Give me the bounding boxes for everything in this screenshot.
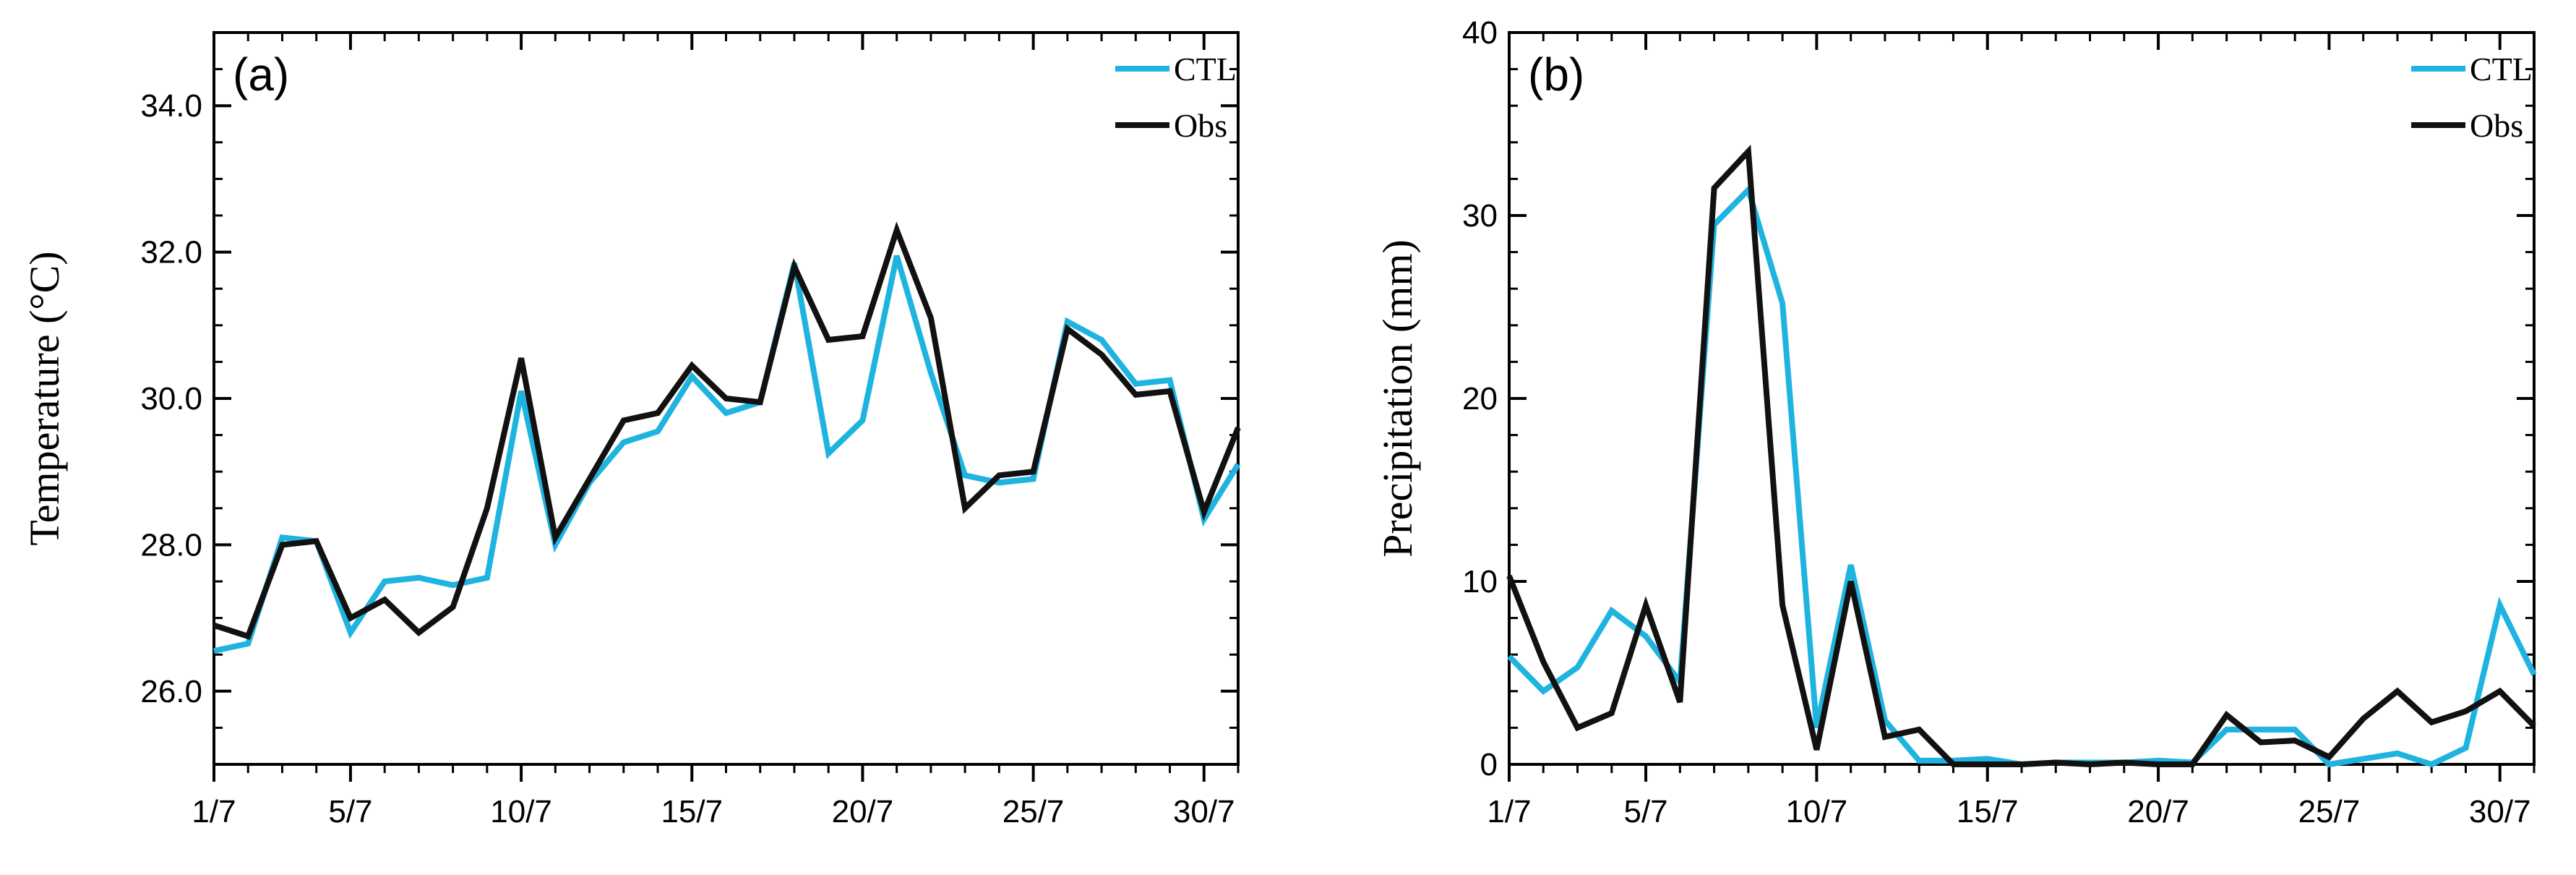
legend-label-ctl: CTL <box>2470 51 2533 88</box>
x-tick-label: 1/7 <box>192 794 236 829</box>
panel-label: (b) <box>1528 48 1584 101</box>
y-tick-label: 30 <box>1462 198 1498 234</box>
x-tick-label: 10/7 <box>490 794 552 829</box>
x-tick-label: 15/7 <box>661 794 723 829</box>
y-axis-title: Precipitation (mm) <box>1374 239 1421 558</box>
legend-label-ctl: CTL <box>1174 51 1237 88</box>
y-tick-label: 26.0 <box>140 674 202 709</box>
x-tick-label: 30/7 <box>1173 794 1235 829</box>
temperature-panel: 26.0 28.0 30.0 32.0 34.0 1/7 5/7 10/7 15/7 20/7 25… <box>21 31 1241 829</box>
x-tick-label: 25/7 <box>2298 794 2361 829</box>
precipitation-panel: 0 10 20 30 40 1/7 5/7 10/7 15/7 20/7 25/7 30/7 Preci… <box>1374 15 2537 829</box>
y-tick-label: 40 <box>1462 15 1498 51</box>
x-tick-label: 25/7 <box>1003 794 1065 829</box>
series-line-ctl <box>1507 184 2537 768</box>
series-line-obs <box>212 221 1241 640</box>
x-tick-label: 5/7 <box>1623 794 1667 829</box>
y-tick-label: 0 <box>1480 747 1498 782</box>
series-line-ctl <box>213 255 1241 654</box>
y-tick-label: 20 <box>1462 381 1498 417</box>
y-tick-label: 10 <box>1462 564 1498 599</box>
legend-label-obs: Obs <box>2470 107 2523 144</box>
x-tick-label: 10/7 <box>1786 794 1848 829</box>
panel-label: (a) <box>233 48 289 101</box>
y-tick-label: 34.0 <box>140 88 202 124</box>
y-tick-label: 28.0 <box>140 527 202 563</box>
x-tick-label: 20/7 <box>2127 794 2189 829</box>
x-tick-label: 20/7 <box>832 794 894 829</box>
y-tick-label: 30.0 <box>140 381 202 417</box>
x-tick-label: 1/7 <box>1487 794 1531 829</box>
y-axis-title: Temperature (°C) <box>21 251 68 545</box>
x-tick-label: 15/7 <box>1957 794 2019 829</box>
y-tick-label: 32.0 <box>140 235 202 270</box>
x-tick-label: 30/7 <box>2469 794 2531 829</box>
legend-label-obs: Obs <box>1174 107 1227 144</box>
x-tick-label: 5/7 <box>328 794 372 829</box>
series-line-obs <box>1506 144 2536 768</box>
